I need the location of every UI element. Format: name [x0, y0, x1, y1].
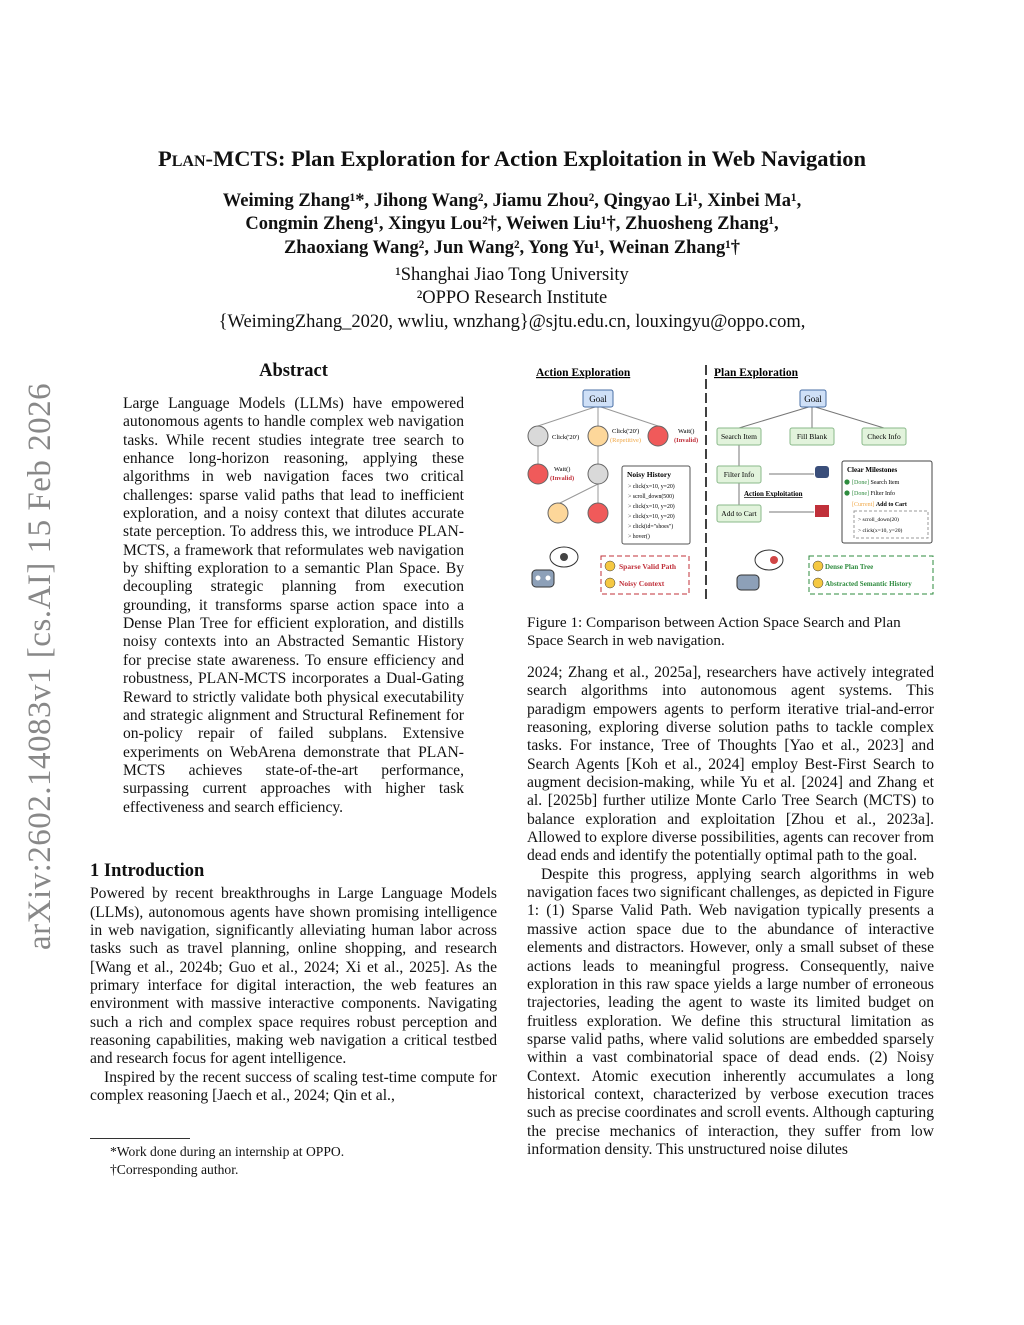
svg-text:Filter Info: Filter Info — [724, 470, 755, 479]
paragraph: Powered by recent breakthroughs in Large… — [90, 885, 497, 1068]
author-line: Zhaoxiang Wang², Jun Wang², Yong Yu¹, We… — [283, 237, 741, 258]
tree-node — [647, 425, 669, 447]
check-icon — [844, 479, 850, 485]
paragraph: Inspired by the recent success of scalin… — [90, 1068, 497, 1105]
paragraph: Despite this progress, applying search a… — [527, 865, 934, 1158]
svg-text:Add to Cart: Add to Cart — [721, 509, 757, 518]
footnote: *Work done during an internship at OPPO. — [110, 1144, 345, 1159]
svg-text:> click(x=10, y=20): > click(x=10, y=20) — [628, 513, 675, 520]
check-icon — [844, 490, 850, 496]
challenges-box — [600, 555, 690, 595]
figure-caption: Figure 1: Comparison between Action Spac… — [527, 614, 901, 649]
plan-goal-node — [799, 389, 827, 408]
svg-text:> scroll_down(500): > scroll_down(500) — [628, 493, 674, 500]
paragraph: 2024; Zhang et al., 2025a], researchers … — [527, 664, 934, 865]
title-prefix: Plan — [157, 146, 206, 171]
tree-node — [587, 463, 609, 485]
affiliation: ¹Shanghai Jiao Tong University — [395, 265, 629, 285]
svg-text:> scroll_down(20): > scroll_down(20) — [858, 516, 899, 523]
milestone-list: [Done] Search Item [Done] Filter Info [C… — [844, 479, 929, 539]
figure-1: Action Exploration Plan Exploration Goal… — [527, 365, 934, 600]
affiliations: ¹Shanghai Jiao Tong University ²OPPO Res… — [100, 264, 924, 334]
milestones-box — [841, 460, 933, 544]
footnote-rule — [90, 1138, 190, 1139]
tree-node — [527, 425, 549, 447]
sad-face-icon — [604, 560, 616, 572]
tree-node — [587, 502, 609, 524]
robot-confused-icon — [531, 546, 579, 588]
affiliation: ²OPPO Research Institute — [416, 288, 608, 309]
robot-icon — [815, 466, 829, 478]
emails: {WeimingZhang_2020, wwliu, wnzhang}@sjtu… — [218, 311, 806, 332]
tree-node — [587, 425, 609, 447]
svg-text:> click(x=10, y=20): > click(x=10, y=20) — [858, 527, 902, 534]
svg-text:[Done] Filter Info: [Done] Filter Info — [852, 490, 895, 497]
right-edges — [738, 405, 885, 513]
challenge-label: Sparse Valid Path — [619, 562, 677, 571]
noisy-history-title: Noisy History — [627, 470, 671, 479]
benefit-label: Abstracted Semantic History — [825, 580, 912, 588]
svg-text:> click(x=10, y=20): > click(x=10, y=20) — [628, 503, 675, 510]
abstract-body: Large Language Models (LLMs) have empowe… — [123, 395, 464, 816]
right-column-text: 2024; Zhang et al., 2025a], researchers … — [527, 664, 934, 1159]
svg-text:> click(id="shoes"): > click(id="shoes") — [628, 523, 673, 530]
left-node-labels: Click('20') Click('20') (Repetitive) Wai… — [550, 428, 698, 482]
action-exploitation-label: Action Exploitation — [744, 490, 803, 498]
tree-node — [527, 463, 549, 485]
svg-text:Click('20'): Click('20') — [612, 428, 639, 435]
svg-text:Wait(): Wait() — [554, 466, 570, 473]
goal-node — [582, 389, 614, 408]
footnote: †Corresponding author. — [110, 1161, 239, 1177]
left-edges — [537, 405, 659, 505]
robot-goal-icon — [736, 549, 784, 591]
section-heading: 1 Introduction — [90, 861, 205, 881]
footnotes: *Work done during an internship at OPPO.… — [90, 1138, 497, 1178]
svg-text:> hover(): > hover() — [628, 533, 650, 540]
paper-title: Plan-MCTS: Plan Exploration for Action E… — [0, 146, 1024, 172]
left-panel-title: Action Exploration — [536, 367, 631, 379]
smile-face-icon — [812, 560, 824, 572]
challenge-label: Noisy Context — [619, 579, 665, 588]
noisy-history-items: > click(x=10, y=20) > scroll_down(500) >… — [628, 483, 675, 540]
svg-text:Wait(): Wait() — [678, 428, 694, 435]
svg-text:Check Info: Check Info — [867, 432, 901, 441]
author-line: Congmin Zheng¹, Xingyu Lou²†, Weiwen Liu… — [245, 214, 779, 235]
benefit-label: Dense Plan Tree — [825, 563, 873, 571]
title-rest: -MCTS: Plan Exploration for Action Explo… — [205, 146, 867, 171]
author-list: Weiming Zhang¹*, Jihong Wang², Jiamu Zho… — [100, 190, 924, 260]
noisy-history-box — [621, 465, 691, 545]
introduction-section: 1 Introduction Powered by recent breakth… — [90, 862, 497, 1105]
svg-text:(Invalid): (Invalid) — [674, 437, 698, 444]
svg-text:Click('20'): Click('20') — [552, 434, 579, 441]
tree-node — [547, 502, 569, 524]
monitor-icon — [815, 505, 829, 517]
right-panel-title: Plan Exploration — [714, 367, 799, 379]
goal-label: Goal — [589, 394, 607, 404]
svg-text:(Invalid): (Invalid) — [550, 475, 574, 482]
svg-text:[Current] Add to Cart: [Current] Add to Cart — [852, 502, 907, 508]
svg-text:> click(x=10, y=20): > click(x=10, y=20) — [628, 483, 675, 490]
svg-text:[Done] Search Item: [Done] Search Item — [852, 480, 900, 486]
plan-nodes: Search Item Fill Blank Check Info Filter… — [716, 427, 907, 523]
author-line: Weiming Zhang¹*, Jihong Wang², Jiamu Zho… — [222, 191, 802, 211]
svg-text:(Repetitive): (Repetitive) — [610, 437, 641, 444]
svg-text:Fill Blank: Fill Blank — [797, 432, 827, 441]
svg-text:Search Item: Search Item — [721, 432, 757, 441]
plan-goal-label: Goal — [804, 394, 822, 404]
arxiv-identifier[interactable]: arXiv:2602.14083v1 [cs.AI] 15 Feb 2026 — [22, 382, 58, 950]
sad-face-icon — [604, 577, 616, 589]
milestones-title: Clear Milestones — [847, 466, 897, 474]
abstract-heading: Abstract — [259, 361, 328, 381]
benefits-box — [808, 555, 934, 595]
smile-face-icon — [812, 577, 824, 589]
